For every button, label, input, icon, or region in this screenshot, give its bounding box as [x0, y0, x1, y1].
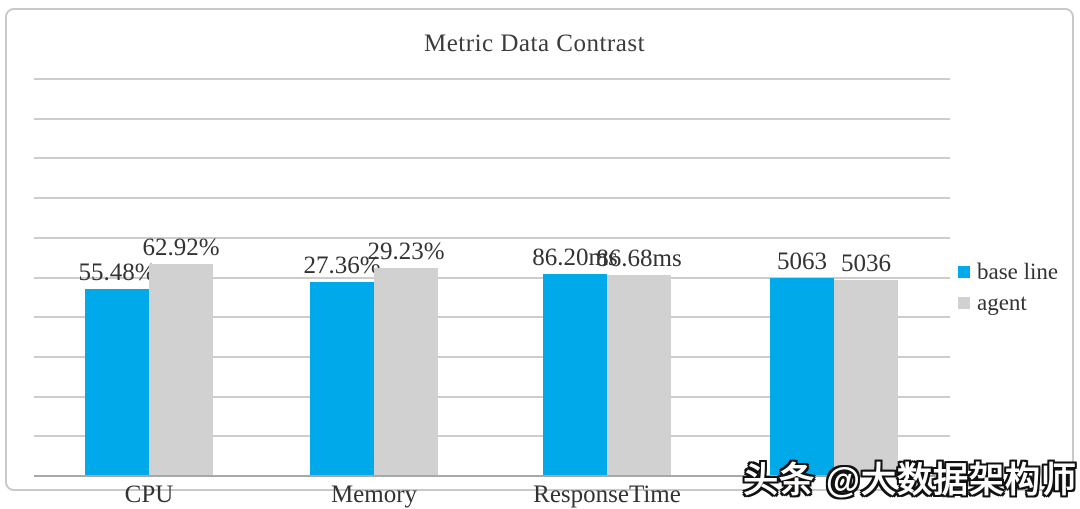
gridline: [34, 157, 950, 159]
value-label: 55.48%: [78, 259, 155, 287]
bar-agent-ResponseTime: [607, 275, 671, 475]
value-label: 5036: [841, 250, 891, 278]
value-label: 29.23%: [367, 238, 444, 266]
legend-item-agent: agent: [958, 287, 1058, 318]
legend: base line agent: [958, 256, 1058, 318]
category-label-cpu: CPU: [125, 481, 174, 509]
legend-label: agent: [977, 290, 1027, 316]
bar-agent-CPU: [149, 264, 213, 475]
chart-frame: Metric Data Contrast 55.48%27.36%86.20ms…: [5, 8, 1074, 491]
value-label: 86.68ms: [596, 245, 681, 273]
gridline: [34, 197, 950, 199]
value-label: 62.92%: [142, 234, 219, 262]
bar-base-line-CPU: [85, 289, 149, 475]
bar-base-line-category-4: [770, 278, 834, 475]
gridline: [34, 118, 950, 120]
bar-base-line-Memory: [310, 282, 374, 475]
legend-label: base line: [977, 259, 1058, 285]
bar-agent-category-4: [834, 280, 898, 475]
chart-title: Metric Data Contrast: [37, 30, 1032, 58]
legend-swatch-icon: [958, 266, 970, 278]
gridline: [34, 78, 950, 80]
category-label-responsetime: ResponseTime: [533, 481, 681, 509]
bar-base-line-ResponseTime: [543, 274, 607, 475]
legend-item-base-line: base line: [958, 256, 1058, 287]
value-label: 5063: [777, 248, 827, 276]
category-label-memory: Memory: [331, 481, 417, 509]
legend-swatch-icon: [958, 297, 970, 309]
watermark: 头条 @大数据架构师: [743, 452, 1077, 503]
bar-agent-Memory: [374, 268, 438, 475]
